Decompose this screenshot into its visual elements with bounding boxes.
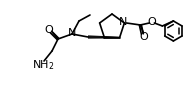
Text: O: O xyxy=(139,32,148,42)
Text: N: N xyxy=(119,17,127,28)
Text: O: O xyxy=(45,25,53,35)
Text: NH$_2$: NH$_2$ xyxy=(32,58,54,72)
Text: O: O xyxy=(147,17,156,28)
Text: N: N xyxy=(68,28,76,38)
